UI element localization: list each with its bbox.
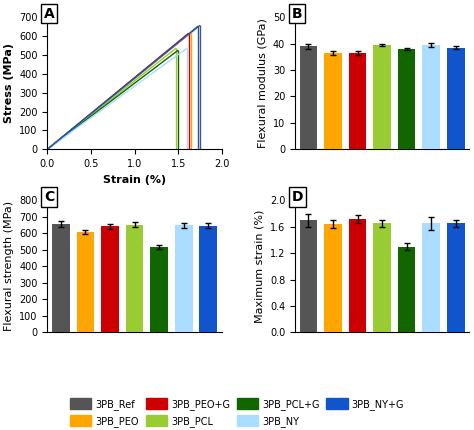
Bar [200,226,217,332]
Bar [52,224,70,332]
Bar [349,53,366,149]
Bar [398,246,416,332]
Bar [300,220,317,332]
Y-axis label: Maximum strain (%): Maximum strain (%) [254,210,264,323]
Bar [126,225,144,332]
Bar [422,224,440,332]
X-axis label: Strain (%): Strain (%) [103,175,166,184]
Bar [175,225,192,332]
Text: B: B [292,6,302,21]
Bar [447,48,465,149]
Text: A: A [44,6,55,21]
Bar [101,226,119,332]
Bar [150,247,168,332]
Bar [324,53,342,149]
Bar [300,46,317,149]
Bar [349,219,366,332]
Y-axis label: Stress (MPa): Stress (MPa) [4,43,14,123]
Bar [447,224,465,332]
Y-axis label: Flexural strength (MPa): Flexural strength (MPa) [4,201,14,332]
Bar [422,45,440,149]
Text: C: C [44,190,54,204]
Text: D: D [292,190,303,204]
Bar [373,45,391,149]
Legend: 3PB_Ref, 3PB_PEO, 3PB_PEO+G, 3PB_PCL, 3PB_PCL+G, 3PB_NY, 3PB_NY+G: 3PB_Ref, 3PB_PEO, 3PB_PEO+G, 3PB_PCL, 3P… [67,395,407,430]
Y-axis label: Flexural modulus (GPa): Flexural modulus (GPa) [257,18,267,148]
Bar [398,49,416,149]
Bar [77,232,94,332]
Bar [324,224,342,332]
Bar [373,224,391,332]
